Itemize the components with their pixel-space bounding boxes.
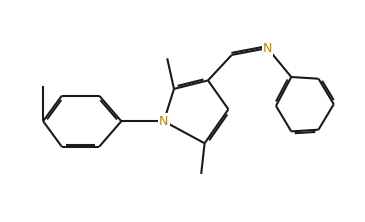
Text: N: N — [263, 42, 272, 55]
Text: N: N — [159, 115, 169, 128]
